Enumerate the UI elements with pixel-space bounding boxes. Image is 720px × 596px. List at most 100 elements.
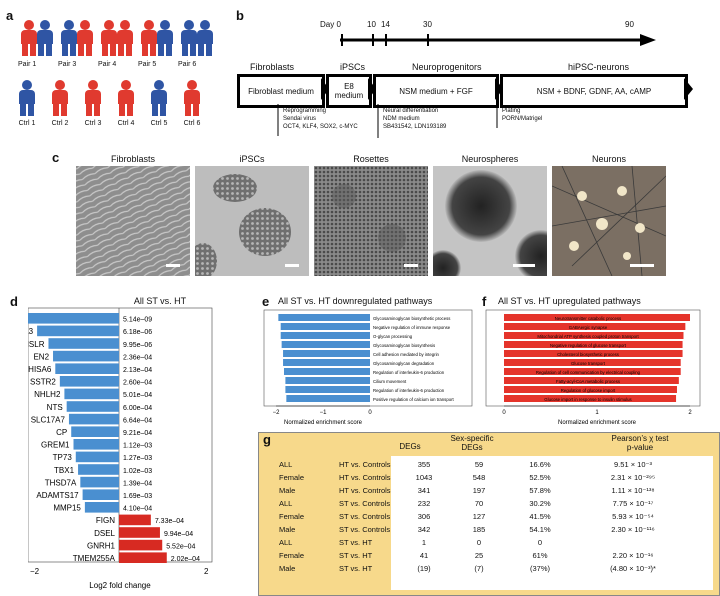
chart-d-pvalue-label: 4.10e–04 — [123, 506, 152, 513]
pathway-label: Cell adhesion mediated by integrin — [373, 352, 440, 357]
chart-d-bar — [71, 426, 119, 437]
chart-d-gene-label: SHISA6 — [28, 365, 52, 374]
table-cell: 0 — [537, 538, 543, 547]
note-neural-diff: Neural differentiation NDM medium SB431542… — [383, 108, 447, 130]
chart-d-pvalue-label: 1.27e–03 — [123, 455, 152, 462]
table-cell: 57.8% — [529, 486, 551, 495]
pathway-bar — [285, 386, 370, 393]
person-leg — [86, 104, 92, 116]
table-cell: 54.1% — [529, 525, 551, 534]
person-body-icon — [61, 30, 77, 44]
chart-d-tick-min: −2 — [30, 567, 40, 576]
chart-d-gene-label: TP73 — [53, 453, 73, 462]
table-cell: 548 — [472, 473, 486, 482]
pathway-label: Cholesterol biosynthetic process — [557, 352, 619, 357]
table-row: Male ST vs. HT (19) (7) (37%) (4.80 × 10⁻³)* — [276, 562, 696, 575]
chart-d-pvalue-label: 2.60e–04 — [123, 380, 152, 387]
chart-d-bar — [119, 514, 151, 526]
person-leg — [160, 104, 166, 116]
table-cell: 16.6% — [529, 460, 551, 469]
table-cell: Male — [279, 486, 296, 495]
chart-d-gene-label: NTS — [47, 403, 63, 412]
person-body-icon — [77, 30, 93, 44]
person-body-icon — [101, 30, 117, 44]
pathway-label: Regulation of interleukin-6 production — [373, 388, 445, 393]
panel-f-letter: f — [482, 294, 487, 309]
ctrl-3: Ctrl 4 — [113, 80, 139, 127]
person-leg — [102, 44, 108, 56]
person-leg — [185, 104, 191, 116]
chart-f-upregulated: Neurotransmitter catabolic process GABAer… — [485, 309, 701, 426]
person-head-icon — [154, 80, 164, 90]
table-cell: ST vs. HT — [339, 551, 373, 560]
person-head-icon — [88, 80, 98, 90]
pathway-bar — [504, 377, 679, 384]
table-cell: 2.31 × 10⁻²⁹⁵ — [610, 473, 656, 482]
chart-d-pvalue-label: 5.01e–04 — [123, 392, 152, 399]
pair-label: Pair 1 — [18, 61, 37, 68]
table-cell: 0 — [476, 538, 482, 547]
medium-fibroblast: Fibroblast medium — [237, 74, 325, 108]
person-leg — [20, 104, 26, 116]
pathway-label: Negative regulation of glucose transport — [550, 343, 627, 348]
pair-2-b — [112, 20, 138, 60]
table-cell: (4.80 × 10⁻³)* — [610, 564, 656, 573]
pathway-bar — [283, 368, 370, 375]
micro-label-neurospheres: Neurospheres — [461, 154, 519, 164]
person-leg — [22, 44, 28, 56]
person-leg — [126, 44, 132, 56]
pathway-label: Regulation of interleukin-6 production — [373, 370, 445, 375]
pathway-bar — [285, 377, 370, 384]
table-cell: 185 — [472, 525, 486, 534]
chart-d-pvalue-label: 5.52e–04 — [166, 543, 195, 550]
person-leg — [28, 104, 34, 116]
person-head-icon — [187, 80, 197, 90]
person-body-icon — [151, 90, 167, 104]
chart-d-bar — [119, 552, 167, 563]
pair-label: Pair 5 — [138, 61, 157, 68]
micro-label-rosettes: Rosettes — [353, 154, 389, 164]
table-cell: Female — [279, 473, 305, 482]
person-leg — [166, 44, 172, 56]
micrograph-rosettes — [314, 166, 428, 276]
person-leg — [142, 44, 148, 56]
stage-arrows — [321, 78, 693, 100]
pathway-label: Glucose transport — [571, 361, 606, 366]
chart-d-pvalue-label: 9.21e–04 — [123, 430, 152, 437]
table-g-body-bg — [391, 456, 713, 590]
person-head-icon — [160, 20, 170, 30]
pair-label: Pair 3 — [58, 61, 77, 68]
table-cell — [570, 536, 696, 549]
table-header-sex-specific: Sex-specific DEGs — [450, 434, 494, 452]
table-cell: HT vs. Controls — [339, 473, 391, 482]
person-head-icon — [40, 20, 50, 30]
chart-d-pvalue-label: 9.95e–06 — [123, 342, 152, 349]
stage-neuroprogenitors: Neuroprogenitors — [412, 62, 482, 72]
person-leg — [86, 44, 92, 56]
person-head-icon — [104, 20, 114, 30]
person-leg — [127, 104, 133, 116]
chart-d-gene-label: CP — [56, 428, 67, 437]
table-cell: HT vs. Controls — [339, 460, 391, 469]
pathway-label: Glycosaminoglycan biosynthetic process — [373, 316, 450, 321]
pair-2-a — [96, 20, 122, 60]
pathway-bar — [504, 323, 686, 330]
person-head-icon — [120, 20, 130, 30]
table-cell: 70 — [474, 499, 484, 508]
table-cell: Male — [279, 525, 296, 534]
chart-d-pvalue-label: 6.00e–04 — [123, 405, 152, 412]
note-brackets — [277, 104, 498, 138]
stage-ipscs: iPSCs — [340, 62, 366, 72]
chart-d-gene-label: MMP15 — [53, 504, 81, 513]
table-cell: ST vs. Controls — [339, 512, 391, 521]
pathway-bar — [504, 314, 690, 321]
person-leg — [119, 104, 125, 116]
person-label: Ctrl 6 — [183, 120, 201, 127]
pair-4-a — [176, 20, 202, 60]
chart-xlabel: Normalized enrichment score — [284, 420, 363, 426]
pathway-bar — [504, 395, 677, 402]
chart-d-gene-label: TMEM255A — [73, 554, 116, 563]
chart-d-gene-label: SLC17A7 — [31, 415, 66, 424]
table-cell: ALL — [279, 460, 293, 469]
table-row: Male ST vs. Controls 342 185 54.1% 2.30 × 10⁻… — [276, 523, 696, 536]
